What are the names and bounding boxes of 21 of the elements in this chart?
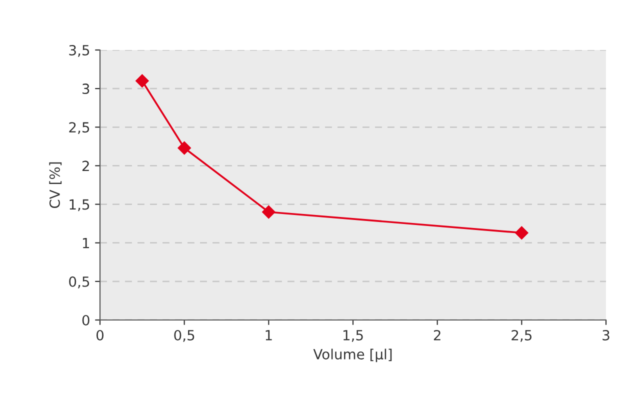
x-tick-label: 2,5: [512, 330, 532, 342]
y-tick-label: 3,5: [69, 44, 90, 57]
point: [262, 205, 276, 219]
y-tick-label: 2,5: [69, 122, 90, 134]
point: [136, 74, 149, 88]
y-tick-label: 1: [82, 238, 89, 248]
point: [515, 226, 528, 240]
y-tick-label: 1,5: [70, 199, 90, 212]
y-axis-title: CV [%]: [49, 162, 62, 208]
y-tick-label: 3: [82, 84, 90, 94]
y-tick-label: 0: [82, 314, 90, 326]
x-tick-label: 0: [96, 330, 104, 340]
x-axis-title: Volume [µl]: [313, 348, 392, 362]
y-tick-label: 2: [82, 160, 89, 171]
x-tick-label: 2: [434, 330, 440, 340]
x-tick-label: 3: [602, 330, 610, 340]
x-tick-label: 0,5: [174, 330, 194, 342]
x-tick-label: 1: [266, 330, 272, 340]
x-tick-label: 1,5: [343, 330, 363, 342]
y-tick-label: 0,5: [69, 276, 90, 288]
point: [178, 141, 191, 155]
